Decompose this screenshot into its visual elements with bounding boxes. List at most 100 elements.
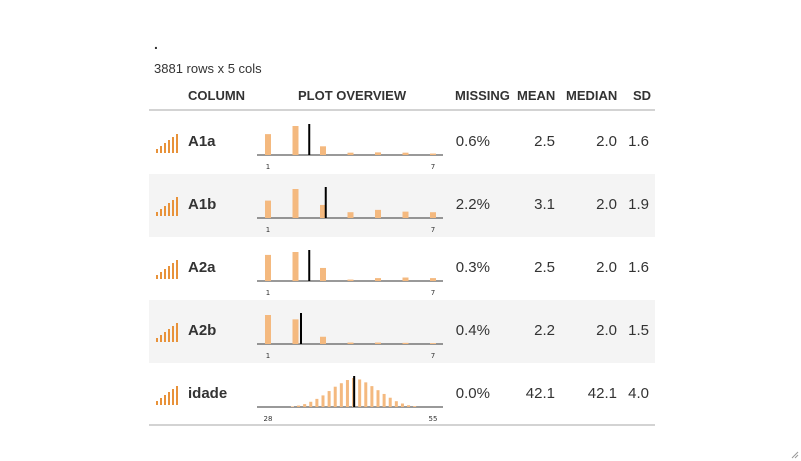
histogram-bar	[345, 380, 349, 407]
median-value: 2.0	[596, 259, 617, 276]
histogram-bar	[402, 342, 409, 344]
numeric-type-icon	[156, 197, 178, 216]
table-header: COLUMN PLOT OVERVIEW MISSING MEAN MEDIAN…	[149, 84, 655, 111]
missing-value: 0.4%	[455, 322, 490, 339]
histogram-bar	[388, 397, 392, 407]
axis-max-label: 7	[431, 352, 435, 360]
median-value: 2.0	[596, 322, 617, 339]
axis-max-label: 55	[429, 415, 438, 423]
table-row[interactable]: A2a 1 7 0.3% 2.5 2.0 1.6	[149, 237, 655, 300]
column-name: A1b	[188, 196, 217, 213]
histogram-bar	[297, 405, 301, 407]
mean-value: 3.1	[534, 196, 555, 213]
histogram-bar	[265, 254, 271, 281]
histogram-bar	[347, 279, 354, 281]
histogram-bar	[375, 152, 381, 155]
mean-value: 2.2	[534, 322, 555, 339]
column-name: A2b	[188, 322, 217, 339]
column-name: idade	[188, 385, 228, 402]
histogram-bar	[315, 398, 319, 407]
dataset-dimensions: 3881 rows x 5 cols	[154, 61, 262, 76]
mean-value: 2.5	[534, 133, 555, 150]
missing-value: 0.3%	[455, 259, 490, 276]
axis-min-label: 1	[266, 163, 270, 171]
histogram-bar	[347, 212, 354, 218]
histogram-bar	[265, 315, 271, 344]
histogram-bar	[292, 252, 299, 281]
histogram-bar	[265, 134, 271, 155]
histogram-bar	[321, 395, 325, 407]
header-column: COLUMN	[188, 88, 246, 103]
histogram-bar	[358, 379, 362, 407]
axis-min-label: 1	[266, 352, 270, 360]
histogram-bar	[430, 343, 436, 344]
histogram-bar	[375, 278, 381, 281]
sd-value: 1.9	[628, 196, 649, 213]
histogram-bar	[347, 152, 354, 155]
histogram-bar	[303, 404, 307, 407]
axis-max-label: 7	[431, 226, 435, 234]
histogram-bar	[400, 403, 404, 407]
histogram-bar	[290, 406, 294, 407]
numeric-type-icon	[156, 134, 178, 153]
histogram-bar	[402, 152, 409, 155]
histogram-bar	[327, 391, 331, 407]
column-name: A1a	[188, 133, 216, 150]
sd-value: 1.6	[628, 133, 649, 150]
column-name: A2a	[188, 259, 216, 276]
histogram-bar	[292, 126, 299, 155]
summary-table: COLUMN PLOT OVERVIEW MISSING MEAN MEDIAN…	[149, 84, 655, 426]
table-row[interactable]: A1a 1 7 0.6% 2.5 2.0 1.6	[149, 111, 655, 174]
axis-max-label: 7	[431, 163, 435, 171]
numeric-type-icon	[156, 386, 178, 405]
histogram-bar	[320, 204, 326, 218]
mean-value: 42.1	[525, 385, 555, 402]
sd-value: 4.0	[628, 385, 649, 402]
numeric-type-icon	[156, 323, 178, 342]
histogram-bar	[364, 382, 368, 407]
axis-min-label: 1	[266, 226, 270, 234]
table-row[interactable]: A2b 1 7 0.4% 2.2 2.0 1.5	[149, 300, 655, 363]
numeric-type-icon	[156, 260, 178, 279]
histogram-bar	[333, 386, 337, 407]
header-plot-overview: PLOT OVERVIEW	[298, 88, 407, 103]
histogram-bar	[339, 383, 343, 407]
histogram-bar	[430, 153, 436, 155]
histogram-bar	[413, 406, 417, 407]
histogram-bar	[402, 277, 409, 281]
histogram-bar	[265, 200, 271, 218]
sd-value: 1.6	[628, 259, 649, 276]
median-value: 2.0	[596, 133, 617, 150]
histogram-bar	[430, 278, 436, 281]
missing-value: 2.2%	[455, 196, 490, 213]
histogram-bar	[394, 401, 398, 407]
missing-value: 0.0%	[455, 385, 490, 402]
axis-min-label: 28	[264, 415, 273, 423]
histogram-bar	[430, 212, 436, 218]
histogram-bar	[347, 342, 354, 344]
histogram-bar	[376, 390, 380, 407]
histogram-bar	[382, 393, 386, 407]
mean-value: 2.5	[534, 259, 555, 276]
table-footer-rule	[149, 424, 655, 426]
table-row[interactable]: idade 28 55 0.0% 42.1 42.1 4.0	[149, 363, 655, 426]
axis-min-label: 1	[266, 289, 270, 297]
median-value: 42.1	[587, 385, 617, 402]
plot-overview-histogram: 28 55	[257, 376, 443, 423]
table-row[interactable]: A1b 1 7 2.2% 3.1 2.0 1.9	[149, 174, 655, 237]
histogram-bar	[407, 405, 411, 407]
median-value: 2.0	[596, 196, 617, 213]
histogram-bar	[292, 319, 299, 344]
resize-handle-icon[interactable]	[791, 451, 799, 459]
header-median: MEDIAN	[566, 88, 618, 103]
histogram-bar	[375, 342, 381, 344]
histogram-bar	[375, 209, 381, 218]
histogram-bar	[320, 336, 326, 344]
header-mean: MEAN	[517, 88, 556, 103]
missing-value: 0.6%	[455, 133, 490, 150]
axis-max-label: 7	[431, 289, 435, 297]
